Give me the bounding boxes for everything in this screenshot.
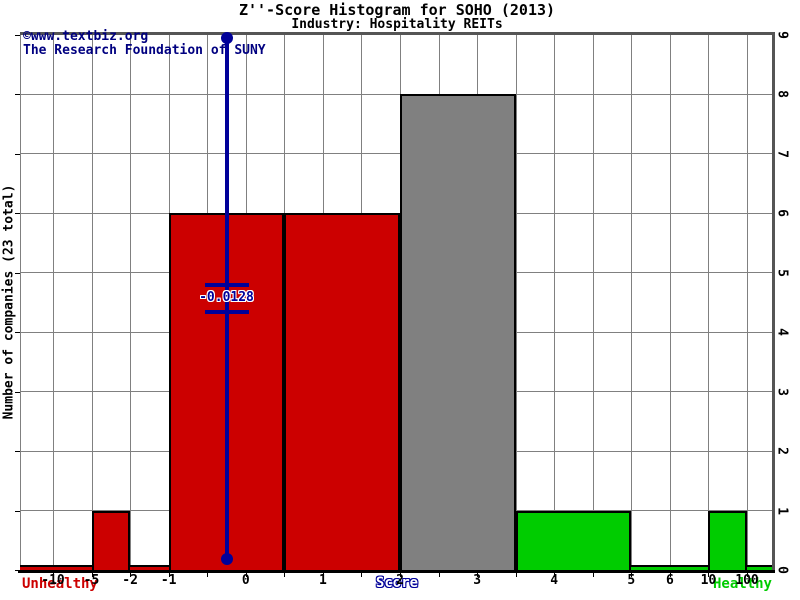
y-tick-label: 0 xyxy=(774,566,790,574)
y-tick-mark xyxy=(15,510,20,512)
y-tick-mark xyxy=(15,332,20,334)
y-tick-mark xyxy=(15,94,20,96)
x-tick-mark xyxy=(515,573,517,577)
y-tick-label: 5 xyxy=(774,268,790,277)
y-axis-title: Number of companies (23 total) xyxy=(1,184,17,420)
v-gridline xyxy=(747,35,748,570)
y-tick-label: 9 xyxy=(774,31,790,39)
x-tick-mark xyxy=(592,573,594,577)
y-tick-label: 2 xyxy=(774,447,790,456)
x-tick-mark xyxy=(322,573,324,577)
plot-right-border xyxy=(772,32,775,570)
x-tick-label: -1 xyxy=(160,573,177,588)
x-tick-mark xyxy=(361,573,363,577)
v-gridline xyxy=(631,35,633,570)
x-tick-mark xyxy=(207,573,209,577)
x-tick-label: 100 xyxy=(735,573,759,588)
x-tick-label: 5 xyxy=(627,573,636,588)
v-gridline xyxy=(130,35,132,570)
watermark-foundation: The Research Foundation of SUNY xyxy=(23,43,266,58)
y-tick-label: 8 xyxy=(774,90,790,99)
mean-crossbar-upper xyxy=(204,283,249,287)
y-tick-mark xyxy=(15,153,20,155)
y-tick-label: 7 xyxy=(774,149,790,158)
x-tick-label: 4 xyxy=(550,573,559,588)
mean-line-top-dot xyxy=(220,32,233,44)
v-gridline xyxy=(515,35,517,570)
mean-line-bottom-dot xyxy=(220,553,233,565)
y-tick-mark xyxy=(15,451,20,453)
mean-crossbar-lower xyxy=(204,310,249,314)
v-gridline xyxy=(592,35,594,570)
x-tick-mark xyxy=(130,573,132,577)
mean-value-label: -0.0128 xyxy=(199,290,254,305)
mean-line xyxy=(224,38,229,559)
y-tick-label: 6 xyxy=(774,209,790,218)
y-tick-mark xyxy=(15,570,20,571)
x-axis-title: Score xyxy=(375,575,419,591)
plot-left-border xyxy=(20,35,21,570)
x-tick-mark xyxy=(245,573,247,577)
histogram-bar xyxy=(91,510,131,572)
v-gridline xyxy=(554,35,556,570)
y-tick-label: 1 xyxy=(774,506,790,515)
chart-title: Z''-Score Histogram for SOHO (2013) xyxy=(238,1,556,19)
x-tick-mark xyxy=(631,573,633,577)
histogram-bar xyxy=(284,213,400,572)
x-tick-label: 10 xyxy=(700,573,717,588)
v-gridline xyxy=(53,35,54,570)
y-tick-mark xyxy=(15,272,20,274)
plot-top-border xyxy=(20,32,775,35)
x-tick-mark xyxy=(91,573,93,577)
v-gridline xyxy=(91,35,93,570)
y-tick-label: 3 xyxy=(774,387,790,396)
watermark: ©www.textbiz.org The Research Foundation… xyxy=(23,30,266,58)
x-tick-label: -10 xyxy=(41,573,65,588)
x-tick-mark xyxy=(53,573,54,577)
y-tick-mark xyxy=(15,391,20,393)
y-tick-label: 4 xyxy=(774,328,790,337)
x-tick-mark xyxy=(477,573,479,577)
x-tick-mark xyxy=(438,573,440,577)
h-gridline xyxy=(20,153,772,155)
x-tick-label: 2 xyxy=(396,573,404,588)
x-tick-mark xyxy=(168,573,170,577)
x-tick-mark xyxy=(708,573,710,577)
v-gridline xyxy=(669,35,671,570)
chart-subtitle: Industry: Hospitality REITs xyxy=(291,17,503,32)
y-tick-mark xyxy=(15,35,20,36)
x-tick-mark xyxy=(747,573,748,577)
x-tick-label: 3 xyxy=(473,573,482,588)
x-tick-mark xyxy=(400,573,401,577)
x-tick-label: -5 xyxy=(83,573,100,588)
watermark-url: ©www.textbiz.org xyxy=(23,29,149,44)
unhealthy-caption: Unhealthy xyxy=(22,576,98,592)
v-gridline xyxy=(708,35,710,570)
x-tick-mark xyxy=(554,573,556,577)
h-gridline xyxy=(20,93,772,95)
histogram-bar xyxy=(708,510,747,572)
x-tick-label: 1 xyxy=(318,573,327,588)
x-tick-mark xyxy=(669,573,671,577)
x-tick-mark xyxy=(284,573,286,577)
zone-strip-healthy xyxy=(631,565,772,570)
histogram-bar xyxy=(515,510,632,572)
x-tick-label: 0 xyxy=(241,573,250,588)
healthy-caption: Healthy xyxy=(712,576,772,592)
x-tick-label: 6 xyxy=(665,573,674,588)
histogram-bar xyxy=(400,94,516,572)
x-tick-label: -2 xyxy=(122,573,138,588)
y-tick-mark xyxy=(15,213,20,215)
